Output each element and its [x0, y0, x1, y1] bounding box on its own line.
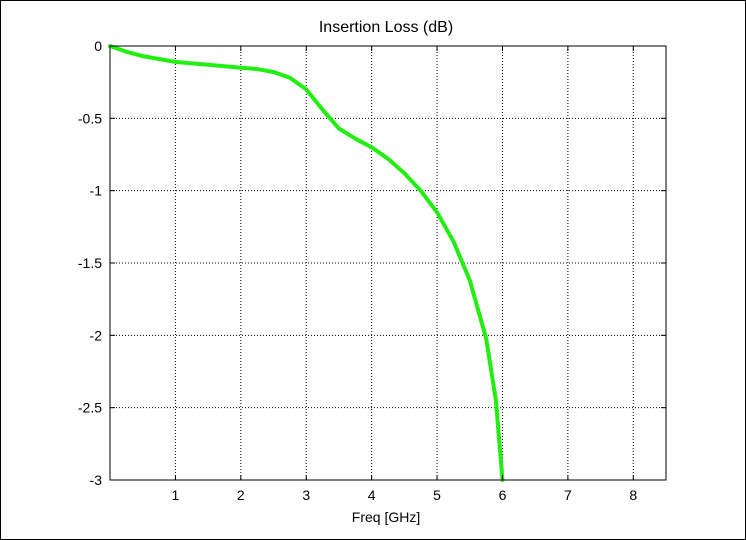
x-tick-label: 7	[564, 487, 572, 503]
x-tick-label: 1	[172, 487, 180, 503]
x-tick-label: 4	[368, 487, 376, 503]
insertion-loss-line	[108, 44, 505, 482]
grid-lines	[110, 46, 666, 480]
data-series	[108, 44, 505, 482]
y-tick-label: -1	[90, 183, 103, 199]
x-tick-label: 8	[629, 487, 637, 503]
x-tick-label: 6	[499, 487, 507, 503]
x-tick-label: 2	[237, 487, 245, 503]
y-tick-label: -3	[90, 472, 103, 488]
x-axis-ticks: 1 2 3 4 5 6 7 8	[172, 46, 637, 503]
y-axis-ticks: 0 -0.5 -1 -1.5 -2 -2.5 -3	[78, 38, 666, 488]
y-tick-label: -1.5	[78, 255, 102, 271]
y-tick-label: -2.5	[78, 400, 102, 416]
y-tick-label: 0	[94, 38, 102, 54]
chart-title: Insertion Loss (dB)	[319, 19, 453, 36]
x-tick-label: 5	[433, 487, 441, 503]
x-tick-label: 3	[302, 487, 310, 503]
x-axis-label: Freq [GHz]	[352, 509, 420, 525]
plot-area-border	[109, 45, 667, 481]
y-tick-label: -0.5	[78, 110, 102, 126]
y-tick-label: -2	[90, 327, 103, 343]
